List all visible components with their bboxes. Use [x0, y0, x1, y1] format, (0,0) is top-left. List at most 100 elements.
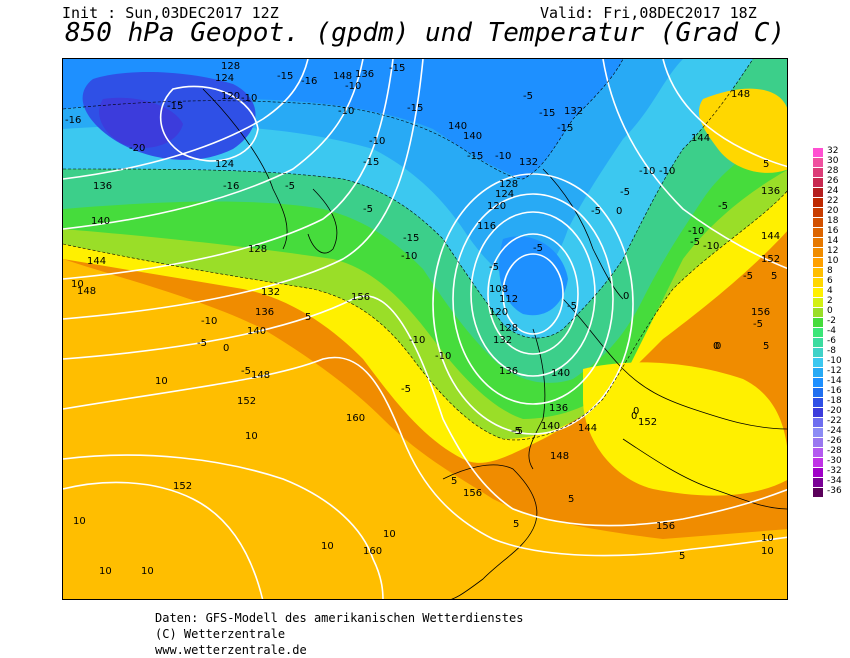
temp-label: -15	[539, 108, 555, 119]
temp-label: 10	[383, 529, 396, 540]
scale-label: 2	[827, 296, 833, 306]
scale-label: -14	[827, 376, 842, 386]
gpdm-label: 160	[346, 413, 365, 424]
scale-swatch	[813, 368, 823, 377]
scale-swatch	[813, 228, 823, 237]
temp-label: 5	[451, 476, 457, 487]
scale-label: 28	[827, 166, 839, 176]
gpdm-label: 112	[499, 294, 518, 305]
gpdm-label: 132	[564, 106, 583, 117]
temp-label: -10	[401, 251, 417, 262]
scale-swatch	[813, 398, 823, 407]
scale-label: -24	[827, 426, 842, 436]
gpdm-label: 120	[221, 91, 240, 102]
temp-label: -10	[659, 166, 675, 177]
temp-label: -5	[690, 237, 700, 248]
temp-label: -10	[495, 151, 511, 162]
gpdm-label: 140	[551, 368, 570, 379]
temp-label: -16	[301, 76, 317, 87]
temp-label: -5	[285, 181, 295, 192]
gpdm-label: 148	[333, 71, 352, 82]
scale-swatch	[813, 208, 823, 217]
gpdm-label: 136	[255, 307, 274, 318]
scale-swatch	[813, 268, 823, 277]
scale-label: 26	[827, 176, 839, 186]
scale-swatch	[813, 288, 823, 297]
scale-swatch	[813, 218, 823, 227]
scale-swatch	[813, 248, 823, 257]
temp-label: -5	[197, 338, 207, 349]
scale-swatch	[813, 378, 823, 387]
temp-label: -15	[467, 151, 483, 162]
gpdm-label: 144	[578, 423, 597, 434]
gpdm-label: 136	[93, 181, 112, 192]
footer-website[interactable]: www.wetterzentrale.de	[155, 643, 307, 657]
scale-label: -4	[827, 326, 836, 336]
gpdm-label: 132	[519, 157, 538, 168]
map-canvas: 128 124 120 124 136 140 144 148 128 132 …	[63, 59, 787, 599]
gpdm-label: 152	[761, 254, 780, 265]
gpdm-label: 144	[761, 231, 780, 242]
scale-swatch	[813, 178, 823, 187]
scale-label: -8	[827, 346, 836, 356]
gpdm-label: 128	[248, 244, 267, 255]
geopotential-labels: 128 124 120 124 136 140 144 148 128 132 …	[77, 61, 780, 557]
gpdm-label: 136	[761, 186, 780, 197]
scale-label: -22	[827, 416, 842, 426]
temp-label: 10	[155, 376, 168, 387]
temp-label: 0	[631, 411, 637, 422]
scale-swatch	[813, 348, 823, 357]
scale-label: 0	[827, 306, 833, 316]
temp-label: 0	[715, 341, 721, 352]
init-time: Init : Sun,03DEC2017 12Z	[62, 4, 279, 22]
gpdm-label: 124	[215, 73, 234, 84]
scale-label: -10	[827, 356, 842, 366]
gpdm-label: 148	[77, 286, 96, 297]
temp-label: 10	[245, 431, 258, 442]
scale-label: -34	[827, 476, 842, 486]
scale-label: 12	[827, 246, 839, 256]
temp-label: -20	[129, 143, 145, 154]
scale-label: 6	[827, 276, 833, 286]
temp-label: 10	[73, 516, 86, 527]
scale-label: 16	[827, 226, 839, 236]
temp-label: -16	[65, 115, 81, 126]
coast-iberia	[442, 464, 538, 599]
gpdm-label: 136	[355, 69, 374, 80]
geopotential-isolines	[63, 59, 787, 599]
temperature-labels: -15 -16 -10 -20 -16 -15 -16 -15 -10 -5 -…	[65, 63, 777, 577]
scale-label: -6	[827, 336, 836, 346]
gpdm-label: 120	[489, 307, 508, 318]
gpdm-label: 140	[247, 326, 266, 337]
scale-label: 18	[827, 216, 839, 226]
temp-label: 10	[71, 279, 84, 290]
scale-label: -28	[827, 446, 842, 456]
temp-label: -5	[753, 319, 763, 330]
scale-label: -26	[827, 436, 842, 446]
temp-label: -5	[523, 91, 533, 102]
scale-swatch	[813, 418, 823, 427]
scale-swatch	[813, 428, 823, 437]
temp-label: 10	[141, 566, 154, 577]
coast-europe	[562, 298, 787, 430]
footer: Daten: GFS-Modell des amerikanischen Wet…	[155, 610, 523, 658]
temp-label: -10	[369, 136, 385, 147]
scale-swatch	[813, 488, 823, 497]
gpdm-label: 148	[550, 451, 569, 462]
scale-label: 8	[827, 266, 833, 276]
scale-label: 22	[827, 196, 839, 206]
temp-label: 5	[568, 494, 574, 505]
weather-map[interactable]: 128 124 120 124 136 140 144 148 128 132 …	[62, 58, 788, 600]
temperature-isolines	[63, 59, 787, 441]
scale-swatch	[813, 168, 823, 177]
field-blue-20	[99, 97, 183, 148]
gpdm-label: 116	[477, 221, 496, 232]
gpdm-label: 140	[448, 121, 467, 132]
valid-time: Valid: Fri,08DEC2017 18Z	[540, 4, 757, 22]
scale-label: 14	[827, 236, 839, 246]
gpdm-label: 156	[463, 488, 482, 499]
temp-label: -5	[591, 206, 601, 217]
map-title: 850 hPa Geopot. (gpdm) und Temperatur (G…	[64, 18, 786, 48]
temp-label: -10	[688, 226, 704, 237]
scale-swatch	[813, 258, 823, 267]
